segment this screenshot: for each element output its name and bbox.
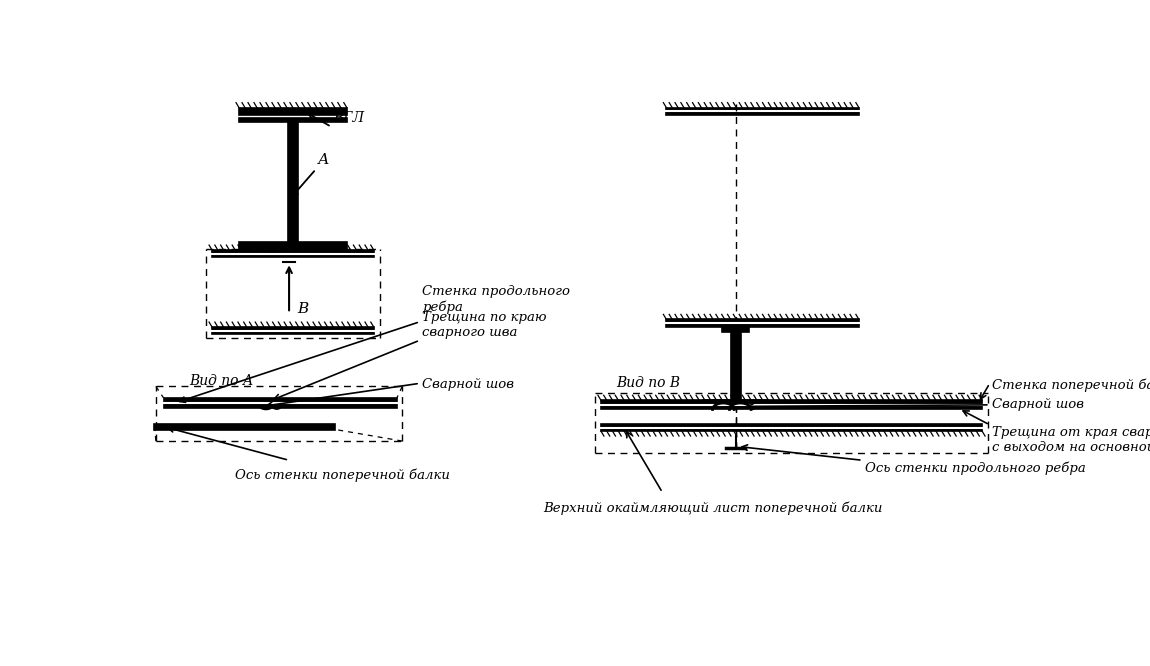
Text: Трещина от края сварного шва
с выходом на основной металл: Трещина от края сварного шва с выходом н… xyxy=(992,426,1150,454)
Bar xyxy=(666,320,859,327)
Bar xyxy=(163,398,397,408)
Text: Вид по А: Вид по А xyxy=(189,374,253,388)
Bar xyxy=(212,250,374,257)
Text: Сварной шов: Сварной шов xyxy=(992,398,1084,412)
Bar xyxy=(601,424,982,431)
Bar xyxy=(666,108,859,115)
Bar xyxy=(239,108,347,115)
Bar xyxy=(703,400,768,408)
Bar xyxy=(288,123,298,242)
Bar xyxy=(239,118,347,123)
Text: Стенка продольного
ребра: Стенка продольного ребра xyxy=(422,286,570,314)
Text: ВГЛ: ВГЛ xyxy=(334,111,365,125)
Text: Стенка поперечной балки: Стенка поперечной балки xyxy=(992,378,1150,392)
Bar xyxy=(212,327,374,334)
Bar xyxy=(277,254,308,256)
Bar xyxy=(239,242,347,249)
Ellipse shape xyxy=(259,402,273,410)
Bar xyxy=(288,123,298,242)
Bar xyxy=(154,424,336,430)
Text: Верхний окаймляющий лист поперечной балки: Верхний окаймляющий лист поперечной балк… xyxy=(543,502,882,515)
Bar xyxy=(239,242,347,249)
Bar xyxy=(277,254,308,256)
Text: Ось стенки поперечной балки: Ось стенки поперечной балки xyxy=(236,468,450,482)
Bar xyxy=(212,250,374,257)
Bar xyxy=(722,327,749,332)
Bar xyxy=(239,108,347,115)
Bar xyxy=(163,398,397,408)
Text: Вид по В: Вид по В xyxy=(616,376,681,390)
Bar xyxy=(730,327,741,400)
Bar xyxy=(666,320,859,327)
Text: Сварной шов: Сварной шов xyxy=(422,378,514,392)
Bar xyxy=(730,327,741,400)
Bar xyxy=(601,400,982,410)
Bar xyxy=(154,424,336,430)
Bar xyxy=(722,327,749,332)
Bar xyxy=(601,424,982,431)
Bar xyxy=(212,327,374,334)
Bar xyxy=(601,400,982,410)
Bar xyxy=(703,400,768,408)
Text: А: А xyxy=(319,153,330,166)
Bar xyxy=(666,108,859,115)
Bar xyxy=(239,118,347,123)
Text: В: В xyxy=(297,302,308,316)
Text: Ось стенки продольного ребра: Ось стенки продольного ребра xyxy=(865,462,1086,476)
Text: Трещина по краю
сварного шва: Трещина по краю сварного шва xyxy=(422,310,546,338)
Ellipse shape xyxy=(271,403,282,410)
